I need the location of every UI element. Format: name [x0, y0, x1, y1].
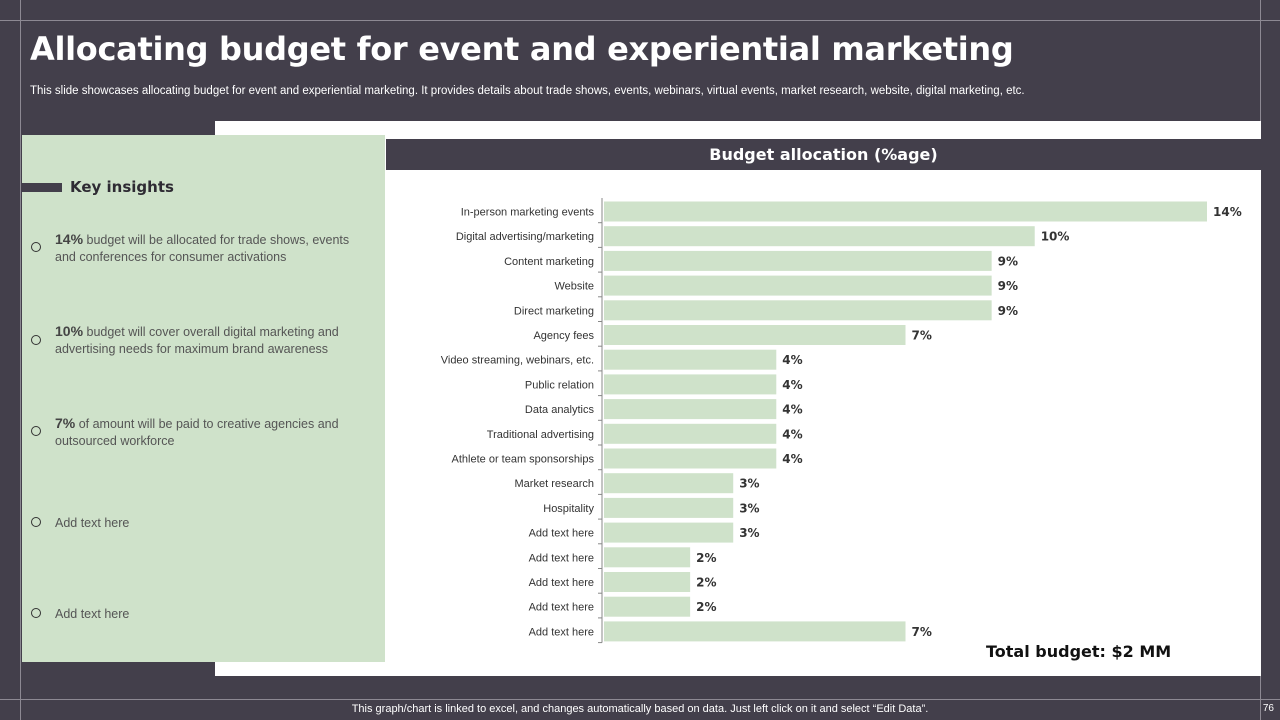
category-label: Video streaming, webinars, etc. [441, 355, 594, 367]
insight-text: Add text here [55, 606, 365, 623]
category-label: Content marketing [504, 256, 594, 268]
category-label: Add text here [529, 626, 594, 638]
frame-line-top [0, 20, 1280, 21]
category-label: Digital advertising/marketing [456, 231, 594, 243]
footer-note: This graph/chart is linked to excel, and… [351, 703, 929, 715]
category-label: Public relation [525, 379, 594, 391]
bar[interactable] [604, 473, 734, 494]
bullet-circle-icon [31, 517, 41, 527]
bar[interactable] [604, 572, 691, 592]
insight-highlight: 14% [55, 231, 84, 247]
bar[interactable] [604, 621, 906, 642]
category-label: Add text here [529, 602, 594, 614]
data-label: 7% [912, 329, 932, 343]
data-label: 4% [782, 353, 802, 367]
data-label: 2% [696, 600, 716, 614]
category-label: Data analytics [525, 404, 595, 416]
chart-title: Budget allocation (%age) [386, 139, 1261, 170]
frame-line-bottom [0, 699, 1280, 700]
data-label: 10% [1041, 230, 1070, 244]
insight-text: Add text here [55, 515, 365, 532]
bar[interactable] [604, 226, 1035, 247]
data-label: 3% [739, 526, 759, 540]
data-label: 14% [1213, 205, 1242, 219]
data-label: 2% [696, 551, 716, 565]
insight-text: 10% budget will cover overall digital ma… [55, 323, 365, 358]
data-label: 4% [782, 378, 802, 392]
data-label: 9% [998, 304, 1018, 318]
bar[interactable] [604, 275, 992, 296]
insight-body: Add text here [55, 516, 130, 530]
category-label: Hospitality [543, 503, 594, 515]
bar[interactable] [604, 423, 777, 444]
bar[interactable] [604, 374, 777, 395]
bar[interactable] [604, 522, 734, 543]
slide-title: Allocating budget for event and experien… [30, 30, 1014, 68]
data-label: 4% [782, 427, 802, 441]
insight-highlight: 7% [55, 415, 76, 431]
data-label: 4% [782, 403, 802, 417]
insights-panel [22, 135, 385, 662]
insight-body: Add text here [55, 607, 130, 621]
bar[interactable] [604, 596, 691, 617]
insight-body: budget will cover overall digital market… [55, 325, 339, 356]
data-label: 2% [696, 576, 716, 590]
frame-line-left [20, 0, 21, 720]
bar[interactable] [604, 547, 691, 568]
category-label: Website [554, 281, 594, 293]
data-label: 9% [998, 254, 1018, 268]
bullet-circle-icon [31, 426, 41, 436]
total-budget: Total budget: $2 MM [986, 642, 1172, 661]
bar[interactable] [604, 201, 1207, 222]
insight-text: 14% budget will be allocated for trade s… [55, 231, 365, 266]
category-label: Direct marketing [514, 305, 594, 317]
data-label: 7% [912, 625, 932, 639]
insight-body: budget will be allocated for trade shows… [55, 233, 350, 264]
insights-accent-bar [22, 183, 62, 192]
data-label: 4% [782, 452, 802, 466]
category-label: Athlete or team sponsorships [452, 454, 595, 466]
category-label: Traditional advertising [487, 429, 594, 441]
insight-body: of amount will be paid to creative agenc… [55, 417, 339, 448]
category-label: Add text here [529, 552, 594, 564]
bar[interactable] [604, 250, 992, 271]
insight-highlight: 10% [55, 323, 84, 339]
bar[interactable] [604, 349, 777, 370]
data-label: 3% [739, 477, 759, 491]
bar[interactable] [604, 497, 734, 518]
bar[interactable] [604, 300, 992, 321]
bar[interactable] [604, 325, 906, 345]
slide-subtitle: This slide showcases allocating budget f… [30, 85, 1025, 97]
category-label: Add text here [529, 577, 594, 589]
data-label: 9% [998, 279, 1018, 293]
bullet-circle-icon [31, 335, 41, 345]
category-label: In-person marketing events [461, 207, 595, 219]
category-label: Agency fees [533, 330, 594, 342]
bar[interactable] [604, 399, 777, 420]
insights-title: Key insights [70, 178, 174, 196]
page-number: 76 [1262, 703, 1274, 714]
bar[interactable] [604, 448, 777, 469]
data-label: 3% [739, 501, 759, 515]
bullet-circle-icon [31, 242, 41, 252]
insight-text: 7% of amount will be paid to creative ag… [55, 415, 365, 450]
category-label: Add text here [529, 528, 594, 540]
category-label: Market research [515, 478, 594, 490]
bullet-circle-icon [31, 608, 41, 618]
